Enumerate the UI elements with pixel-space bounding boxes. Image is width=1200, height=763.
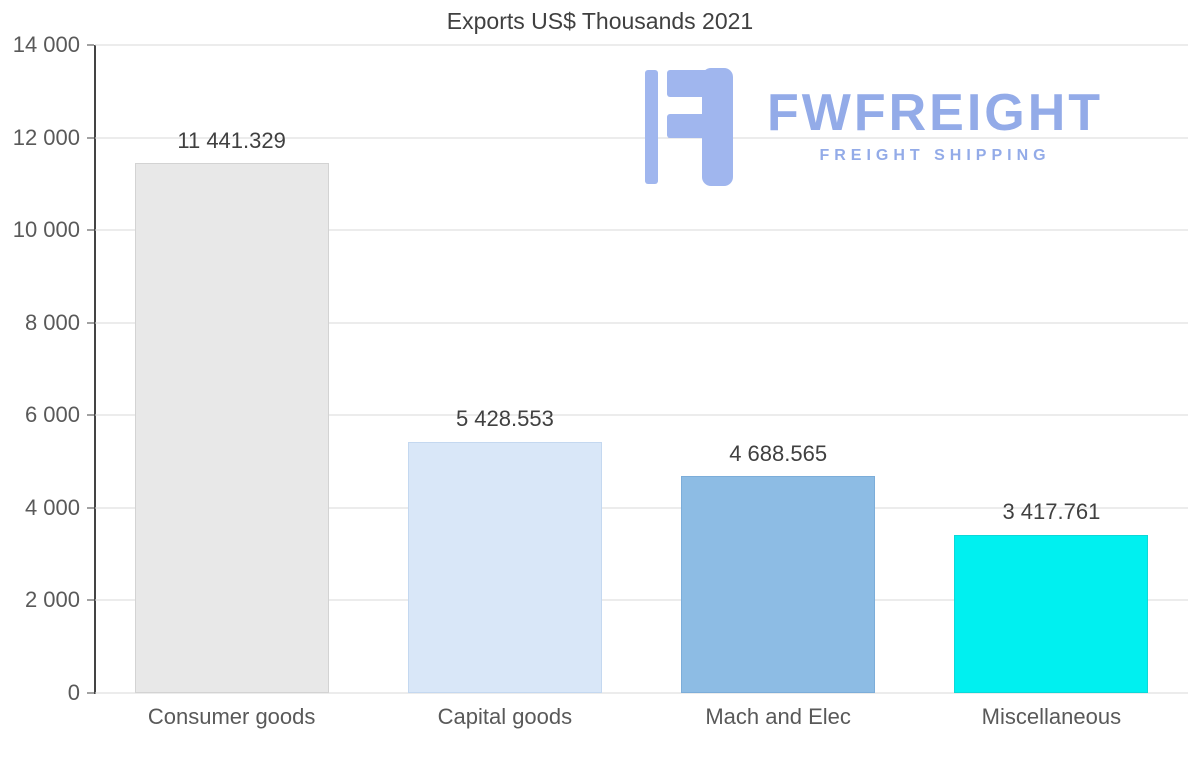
bar-capital-goods bbox=[407, 441, 602, 693]
y-axis-tick-label: 14 000 bbox=[12, 32, 80, 57]
bar-miscellaneous bbox=[954, 534, 1149, 693]
gridline bbox=[95, 692, 1188, 694]
y-axis-tick-label: 12 000 bbox=[12, 124, 80, 150]
bar-value-label: 5 428.553 bbox=[455, 406, 554, 432]
y-axis-tick-label: 6 000 bbox=[24, 402, 80, 428]
y-axis-tick bbox=[87, 137, 94, 139]
plot-area: 11 441.329 5 428.553 4 688.565 3 417.761 bbox=[95, 44, 1188, 694]
fwfreight-logo: FWFREIGHT FREIGHT SHIPPING bbox=[645, 68, 1103, 186]
bar-slot: 3 417.761 bbox=[915, 45, 1188, 693]
fwfreight-logo-icon bbox=[645, 68, 733, 186]
x-axis-category-label: Consumer goods bbox=[147, 704, 316, 729]
gridline bbox=[95, 137, 1188, 139]
bar-value-label: 11 441.329 bbox=[177, 128, 286, 154]
chart-title: Exports US$ Thousands 2021 bbox=[446, 8, 754, 34]
bar-slot: 11 441.329 bbox=[95, 45, 368, 693]
y-axis-labels: 0 2 000 4 000 6 000 8 000 10 000 12 000 14 000 bbox=[0, 34, 80, 704]
gridline bbox=[95, 414, 1188, 416]
y-axis-ticks bbox=[87, 44, 94, 694]
bars-container: 11 441.329 5 428.553 4 688.565 3 417.761 bbox=[95, 45, 1188, 693]
y-axis-tick bbox=[87, 229, 94, 231]
y-axis-tick-label: 2 000 bbox=[24, 587, 80, 613]
gridline bbox=[95, 599, 1188, 601]
gridline bbox=[95, 44, 1188, 46]
bar-slot: 5 428.553 bbox=[368, 45, 641, 693]
gridline bbox=[95, 322, 1188, 324]
y-axis-tick-label: 0 bbox=[67, 680, 80, 705]
bar-slot: 4 688.565 bbox=[642, 45, 915, 693]
logo-name: FWFREIGHT bbox=[767, 84, 1104, 142]
gridline bbox=[95, 229, 1188, 231]
gridlines bbox=[95, 44, 1188, 694]
x-axis-category-label: Mach and Elec bbox=[705, 704, 851, 729]
x-axis-category-label: Miscellaneous bbox=[981, 704, 1122, 729]
bar-mach-and-elec bbox=[681, 476, 876, 693]
y-axis-tick bbox=[87, 599, 94, 601]
y-axis-tick-label: 8 000 bbox=[24, 309, 80, 335]
y-axis-tick bbox=[87, 507, 94, 509]
y-axis-tick-label: 4 000 bbox=[24, 494, 80, 520]
y-axis-tick bbox=[87, 322, 94, 324]
y-axis-tick bbox=[87, 44, 94, 46]
logo-text-block: FWFREIGHT FREIGHT SHIPPING bbox=[767, 68, 1103, 165]
x-axis-category-label: Capital goods bbox=[437, 704, 573, 729]
y-axis-tick-label: 10 000 bbox=[12, 217, 80, 243]
bar-value-label: 3 417.761 bbox=[1002, 499, 1101, 525]
y-axis-line bbox=[94, 45, 96, 694]
bar-consumer-goods bbox=[134, 163, 329, 693]
logo-tagline: FREIGHT SHIPPING bbox=[819, 146, 1051, 164]
y-axis-tick bbox=[87, 414, 94, 416]
gridline bbox=[95, 507, 1188, 509]
x-axis-labels: Consumer goods Capital goods Mach and Elec… bbox=[95, 704, 1188, 730]
bar-value-label: 4 688.565 bbox=[729, 440, 828, 466]
y-axis-tick bbox=[87, 692, 94, 694]
